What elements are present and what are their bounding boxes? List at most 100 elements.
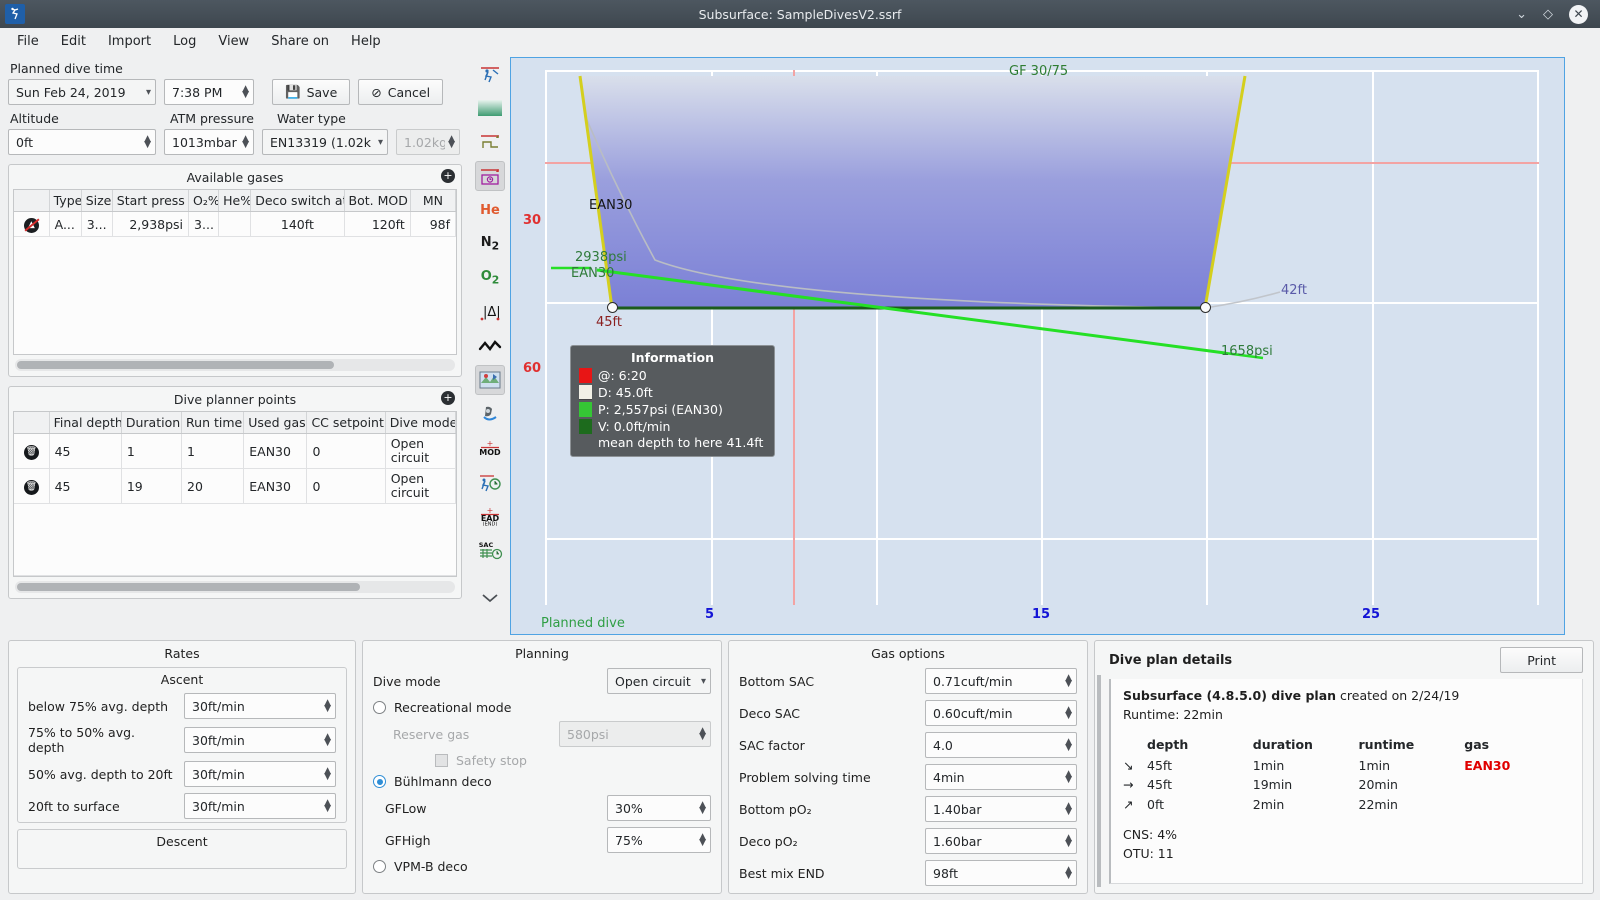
menu-view[interactable]: View <box>218 34 250 49</box>
atm-pressure-stepper[interactable]: 1013mbar ▲ ▼ <box>164 129 254 155</box>
table-row[interactable]: 🗑 45 19 20 EAN30 0 Open circuit <box>14 468 456 504</box>
pt-run-time-cell[interactable]: 1 <box>181 433 245 469</box>
gas-remove-cell[interactable]: ▲ <box>14 211 50 237</box>
menu-log[interactable]: Log <box>173 34 197 49</box>
spin-arrows-icon[interactable]: ▲ ▼ <box>1065 673 1072 689</box>
pt-final-depth-cell[interactable]: 45 <box>49 433 122 469</box>
water-type-combo[interactable]: EN13319 (1.02k ▾ <box>262 129 388 155</box>
deco-sac-stepper[interactable]: 0.60cuft/min ▲ ▼ <box>925 700 1077 726</box>
pt-dive-mode-cell[interactable]: Open circuit <box>385 433 456 469</box>
buhlmann-deco-radio[interactable] <box>373 775 386 788</box>
spin-arrows-icon[interactable]: ▲ ▼ <box>1065 801 1072 817</box>
dive-planner-points-hscrollbar[interactable] <box>15 581 455 593</box>
close-icon[interactable]: ✕ <box>1569 4 1588 24</box>
pt-cc-setpoint-cell[interactable]: 0 <box>306 468 386 504</box>
gas-size-cell[interactable]: 3... <box>81 211 113 237</box>
pt-run-time-cell[interactable]: 20 <box>181 468 245 504</box>
dive-time-stepper[interactable]: 7:38 PM ▲ ▼ <box>164 79 254 105</box>
dive-profile-chart[interactable]: EAN30 2938psi EAN30 45ft 42ft 1658psi In… <box>510 57 1565 635</box>
available-gases-hscrollbar[interactable] <box>15 359 455 371</box>
pt-duration-cell[interactable]: 1 <box>121 433 183 469</box>
trash-icon[interactable]: 🗑 <box>23 480 39 495</box>
rate-20ft-to-surface-stepper[interactable]: 30ft/min ▲ ▼ <box>184 793 336 819</box>
no-gas-icon[interactable]: ▲ <box>23 218 39 233</box>
spin-arrows-icon[interactable]: ▲ ▼ <box>324 798 331 814</box>
toggle-ead-icon[interactable]: + EAD (END) <box>475 501 505 531</box>
pt-cc-setpoint-cell[interactable]: 0 <box>306 433 386 469</box>
toggle-heartrate-icon[interactable] <box>475 331 505 361</box>
pt-duration-cell[interactable]: 19 <box>121 468 183 504</box>
save-button[interactable]: 💾 Save <box>272 79 351 105</box>
rate-below-75-stepper[interactable]: 30ft/min ▲ ▼ <box>184 693 336 719</box>
gas-bot-mod-cell[interactable]: 120ft <box>344 211 411 237</box>
spin-arrows-icon[interactable]: ▲ ▼ <box>1065 865 1072 881</box>
sac-factor-stepper[interactable]: 4.0 ▲ ▼ <box>925 732 1077 758</box>
profile-handle-end[interactable] <box>1200 302 1211 313</box>
print-button[interactable]: Print <box>1500 647 1583 673</box>
gas-col-bot-mod[interactable]: Bot. MOD <box>344 190 411 212</box>
spin-arrows-icon[interactable]: ▲ ▼ <box>324 698 331 714</box>
gfhigh-stepper[interactable]: 75% ▲ ▼ <box>607 827 711 853</box>
problem-solving-time-stepper[interactable]: 4min ▲ ▼ <box>925 764 1077 790</box>
toggle-he-graph-icon[interactable]: He <box>480 202 500 218</box>
pt-col-final-depth[interactable]: Final depth <box>49 412 122 434</box>
gas-mnd-cell[interactable]: 98f <box>410 211 456 237</box>
toggle-heatmap-icon[interactable] <box>475 93 505 123</box>
pt-col-duration[interactable]: Duration <box>121 412 183 434</box>
gas-col-deco-switch[interactable]: Deco switch at <box>250 190 345 212</box>
recreational-mode-radio[interactable] <box>373 701 386 714</box>
best-mix-end-stepper[interactable]: 98ft ▲ ▼ <box>925 860 1077 886</box>
dive-date-combo[interactable]: Sun Feb 24, 2019 ▾ <box>8 79 156 105</box>
rate-50-to-20ft-stepper[interactable]: 30ft/min ▲ ▼ <box>184 761 336 787</box>
pt-col-dive-mode[interactable]: Dive mode <box>385 412 456 434</box>
trash-icon[interactable]: 🗑 <box>23 445 39 460</box>
cancel-button[interactable]: ⊘ Cancel <box>358 79 444 105</box>
expand-toolbar-icon[interactable] <box>475 583 505 613</box>
recreational-mode-row[interactable]: Recreational mode <box>363 697 721 718</box>
bottom-sac-stepper[interactable]: 0.71cuft/min ▲ ▼ <box>925 668 1077 694</box>
rate-75-to-50-stepper[interactable]: 30ft/min ▲ ▼ <box>184 727 336 753</box>
spin-arrows-icon[interactable]: ▲ ▼ <box>324 766 331 782</box>
vpmb-deco-radio[interactable] <box>373 860 386 873</box>
spin-arrows-icon[interactable]: ▲ ▼ <box>324 732 331 748</box>
spin-arrows-icon[interactable]: ▲ ▼ <box>1065 737 1072 753</box>
toggle-scuba-icon[interactable] <box>475 399 505 429</box>
pt-col-run-time[interactable]: Run time <box>181 412 245 434</box>
gas-col-size[interactable]: Size <box>81 190 113 212</box>
gas-o2-cell[interactable]: 3... <box>188 211 220 237</box>
gas-col-he[interactable]: He% <box>218 190 252 212</box>
gas-type-cell[interactable]: A... <box>49 211 82 237</box>
spin-arrows-icon[interactable]: ▲ ▼ <box>1065 769 1072 785</box>
gas-col-type[interactable]: Type <box>49 190 82 212</box>
menu-edit[interactable]: Edit <box>60 34 86 49</box>
deco-po2-stepper[interactable]: 1.60bar ▲ ▼ <box>925 828 1077 854</box>
menu-share-on[interactable]: Share on <box>271 34 330 49</box>
gas-col-start-press[interactable]: Start press <box>112 190 190 212</box>
pt-final-depth-cell[interactable]: 45 <box>49 468 122 504</box>
altitude-stepper[interactable]: 0ft ▲ ▼ <box>8 129 156 155</box>
menu-file[interactable]: File <box>17 34 39 49</box>
delete-point-cell[interactable]: 🗑 <box>14 433 50 469</box>
toggle-calculated-ceiling-icon[interactable] <box>475 127 505 157</box>
toggle-deltapressure-icon[interactable]: |Δ| <box>475 297 505 327</box>
delete-point-cell[interactable]: 🗑 <box>14 468 50 504</box>
add-gas-button[interactable]: + <box>441 169 455 183</box>
table-row[interactable]: 🗑 45 1 1 EAN30 0 Open circuit <box>14 433 456 469</box>
gflow-stepper[interactable]: 30% ▲ ▼ <box>607 795 711 821</box>
add-planner-point-button[interactable]: + <box>441 391 455 405</box>
spin-arrows-icon[interactable]: ▲ ▼ <box>242 84 249 100</box>
toggle-map-icon[interactable] <box>475 365 505 395</box>
minimize-icon[interactable]: ⌄ <box>1516 6 1527 22</box>
dive-mode-combo[interactable]: Open circuit ▾ <box>607 668 711 694</box>
spin-arrows-icon[interactable]: ▲ ▼ <box>699 800 706 816</box>
toggle-mod-icon[interactable]: + MOD <box>475 433 505 463</box>
toggle-n2-graph-icon[interactable]: N2 <box>480 235 500 253</box>
gas-he-cell[interactable] <box>218 211 252 237</box>
pt-dive-mode-cell[interactable]: Open circuit <box>385 468 456 504</box>
profile-handle-start[interactable] <box>607 302 618 313</box>
gas-deco-switch-cell[interactable]: 140ft <box>250 211 345 237</box>
spin-arrows-icon[interactable]: ▲ ▼ <box>242 134 249 150</box>
gas-col-mnd[interactable]: MN <box>410 190 456 212</box>
toggle-tissue-graph-icon[interactable] <box>475 161 505 191</box>
bottom-po2-stepper[interactable]: 1.40bar ▲ ▼ <box>925 796 1077 822</box>
